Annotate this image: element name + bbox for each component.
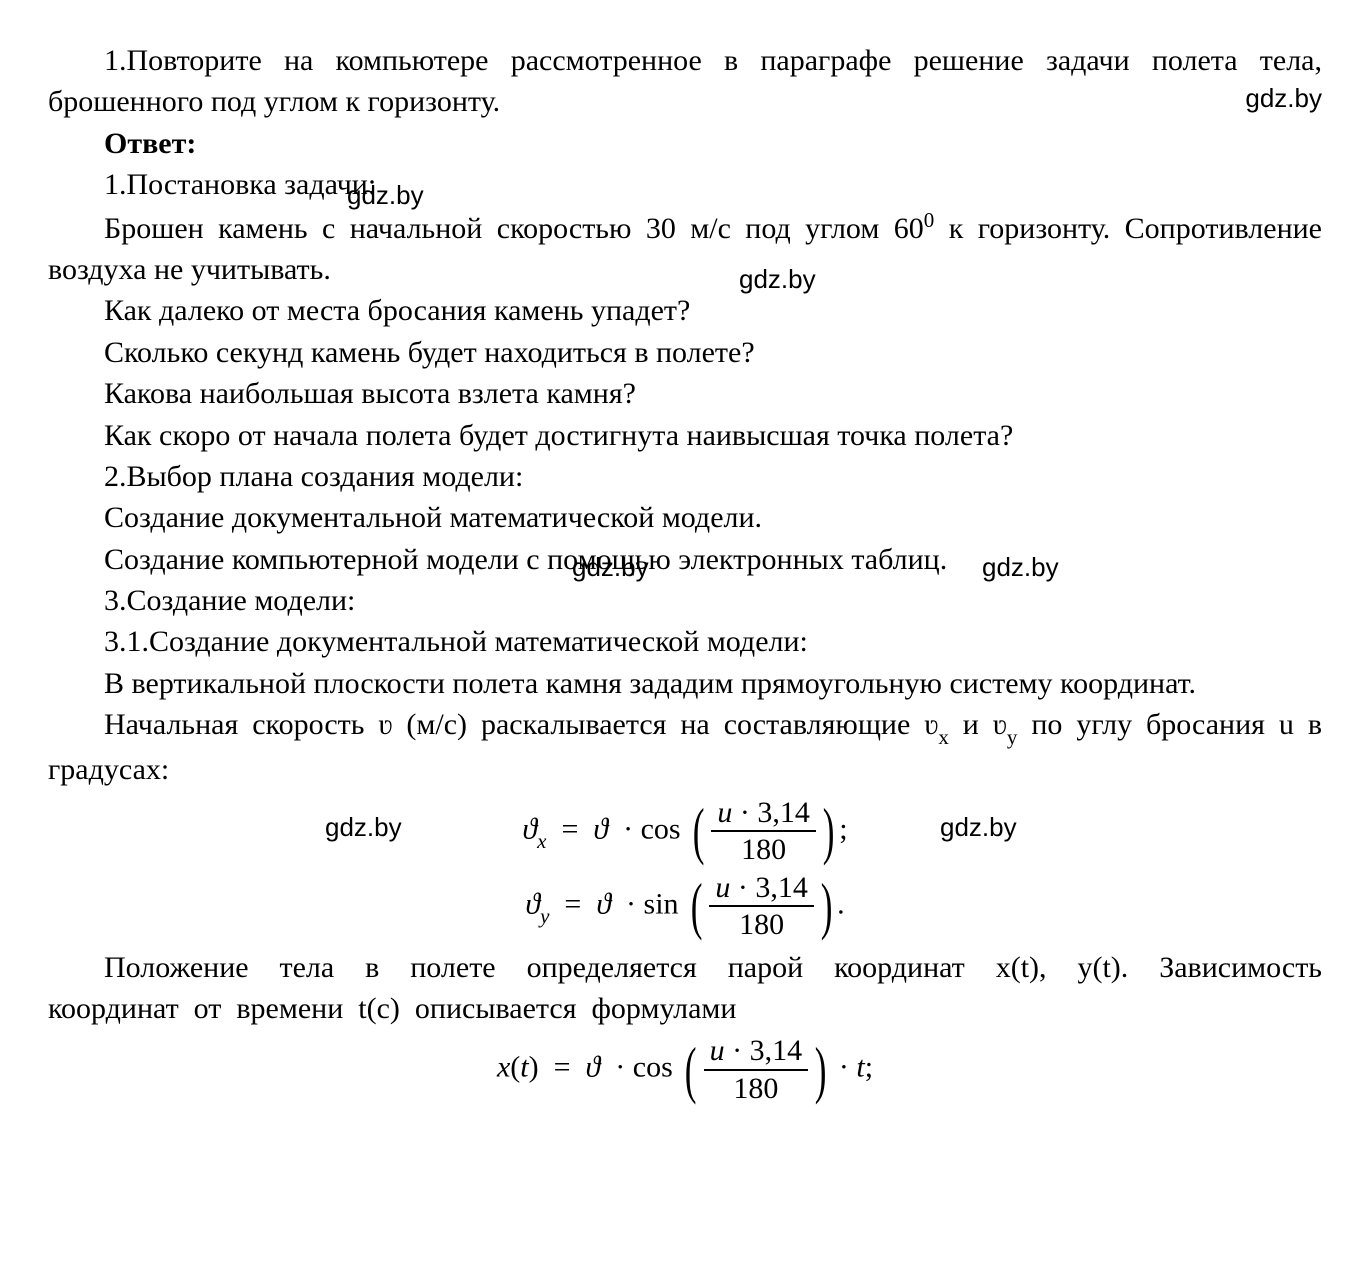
superscript: 0 — [924, 208, 935, 232]
answer-heading: Ответ: — [48, 123, 1322, 164]
subscript: y — [1007, 725, 1018, 749]
num-dot: · — [730, 871, 755, 904]
paragraph: В вертикальной плоскости полета камня за… — [48, 663, 1322, 704]
paragraph: Создание компьютерной модели с помощью э… — [48, 539, 1322, 580]
sym: ϑ — [593, 812, 608, 845]
paragraph-task: 1.Повторите на компьютере рассмотренное … — [48, 40, 1322, 123]
text: 1.Повторите на компьютере рассмотренное … — [48, 44, 1322, 118]
paren-left-icon: ( — [691, 877, 703, 935]
tail: ; — [865, 1051, 873, 1084]
watermark-inline: gdz.by — [1189, 81, 1322, 117]
paragraph: Начальная скорость ʋ (м/с) раскалывается… — [48, 704, 1322, 790]
paragraph: 3.1.Создание документальной математическ… — [48, 621, 1322, 662]
sym: ϑ — [586, 1051, 601, 1084]
tail: . — [837, 887, 845, 920]
paren-left-icon: ( — [685, 1041, 697, 1099]
fraction: u · 3,14 180 — [704, 1035, 809, 1104]
sym: x — [497, 1051, 510, 1084]
num-a: u — [717, 796, 732, 829]
den: 180 — [709, 907, 814, 941]
equation-2: ϑy = ϑ · sin ( u · 3,14 180 ). — [48, 872, 1322, 941]
equation-1: ϑx = ϑ · cos ( u · 3,14 180 ); — [48, 797, 1322, 866]
subscript: x — [938, 725, 949, 749]
text: Брошен камень с начальной скоростью 30 м… — [104, 212, 924, 245]
sym: ϑ — [522, 812, 537, 845]
paragraph: Какова наибольшая высота взлета камня? — [48, 373, 1322, 414]
paragraph: Как скоро от начала полета будет достигн… — [48, 415, 1322, 456]
arg: t — [520, 1051, 528, 1084]
paren-right-icon: ) — [815, 1041, 827, 1099]
op: · cos — [615, 1051, 672, 1084]
paragraph: Положение тела в полете определяется пар… — [48, 947, 1322, 1030]
answer-label: Ответ: — [104, 127, 196, 160]
num-a: u — [710, 1034, 725, 1067]
paragraph: Сколько секунд камень будет находиться в… — [48, 332, 1322, 373]
num-dot: · — [732, 796, 757, 829]
paragraph: Как далеко от места бросания камень упад… — [48, 290, 1322, 331]
text: Начальная скорость ʋ (м/с) раскалывается… — [104, 708, 938, 741]
fraction: u · 3,14 180 — [711, 797, 816, 866]
fraction: u · 3,14 180 — [709, 872, 814, 941]
sym: ϑ — [525, 887, 540, 920]
sym-t: t — [856, 1051, 864, 1084]
paren-right-icon: ) — [821, 877, 833, 935]
paren-left-icon: ( — [693, 802, 705, 860]
num-b: 3,14 — [755, 871, 808, 904]
sub: y — [540, 904, 549, 928]
num-b: 3,14 — [757, 796, 810, 829]
num-b: 3,14 — [750, 1034, 803, 1067]
sym: ϑ — [596, 887, 611, 920]
paragraph: 3.Создание модели: — [48, 580, 1322, 621]
den: 180 — [711, 832, 816, 866]
text: и ʋ — [949, 708, 1007, 741]
den: 180 — [704, 1071, 809, 1105]
paragraph: Брошен камень с начальной скоростью 30 м… — [48, 206, 1322, 291]
paragraph: 1.Постановка задачи: — [48, 164, 1322, 205]
sub: x — [537, 829, 546, 853]
num-dot: · — [725, 1034, 750, 1067]
document-page: 1.Повторите на компьютере рассмотренное … — [0, 0, 1370, 1150]
op: · sin — [626, 887, 679, 920]
paren-right-icon: ) — [823, 802, 835, 860]
op: · cos — [623, 812, 680, 845]
num-a: u — [715, 871, 730, 904]
equation-3: x(t) = ϑ · cos ( u · 3,14 180 ) · t; — [48, 1035, 1322, 1104]
tail: ; — [839, 812, 847, 845]
paragraph: Создание документальной математической м… — [48, 497, 1322, 538]
paragraph: 2.Выбор плана создания модели: — [48, 456, 1322, 497]
